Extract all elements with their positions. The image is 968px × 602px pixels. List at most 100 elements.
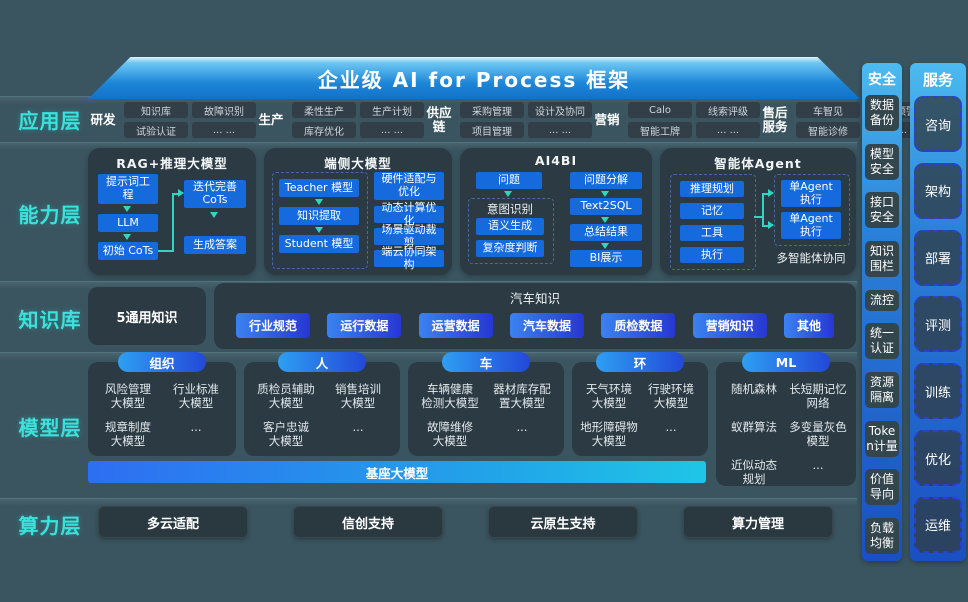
security-item: 价值导向: [865, 469, 899, 506]
base-model-bar: 基座大模型: [88, 461, 706, 483]
model-group-pill: 人: [278, 352, 366, 372]
security-item: 流控: [865, 289, 899, 311]
arrow-right-icon: [768, 221, 774, 229]
arrow-down-icon: [210, 212, 218, 218]
service-item: 评测: [914, 296, 962, 353]
connector-line: [762, 193, 764, 227]
model-item: 地形障碍物 大模型: [580, 419, 638, 449]
arrow-down-icon: [123, 234, 131, 240]
security-item: 接口安全: [865, 192, 899, 229]
rag-node-llm: LLM: [98, 214, 158, 232]
auto-knowledge-panel: 汽车知识 行业规范 运行数据 运营数据 汽车数据 质检数据 营销知识 其他: [214, 283, 856, 349]
app-group-marketing: 营销 Calo 线索评级 智能工牌 ... ...: [592, 102, 760, 138]
app-chip: 车智见: [796, 102, 860, 118]
ai4bi-node-complexity: 复杂度判断: [476, 240, 544, 257]
knowledge-layer-label: 知识库: [18, 308, 82, 332]
model-item: 行业标准 大模型: [173, 382, 219, 411]
edge-node-scene: 场景驱动裁剪: [374, 223, 444, 248]
model-item: 器材库存配 置大模型: [493, 382, 551, 411]
model-group-vehicle: 车 车辆健康 检测大模型 器材库存配 置大模型 故障维修 大模型 ...: [408, 352, 564, 457]
service-item: 优化: [914, 430, 962, 487]
app-group-name: 售后服务: [762, 104, 788, 134]
edge-node-dynamic: 动态计算优化: [374, 201, 444, 226]
security-item: 知识围栏: [865, 240, 899, 277]
rag-panel: RAG+推理大模型 提示词工程 LLM 初始 CoTs 迭代完善CoTs 生成答…: [88, 148, 256, 275]
model-group-pill: ML: [742, 352, 830, 372]
security-item: 模型安全: [865, 143, 899, 180]
app-chip: 智能工牌: [628, 122, 692, 138]
app-chip: ... ...: [696, 122, 760, 138]
auto-knowledge-title: 汽车知识: [509, 291, 560, 306]
security-rail-title: 安全: [868, 72, 896, 88]
arrow-right-icon: [768, 189, 774, 197]
edge-node-distill: 知识提取: [279, 207, 359, 225]
service-item: 训练: [914, 363, 962, 420]
security-item: 统一认证: [865, 323, 899, 360]
model-group-pill: 组织: [118, 352, 206, 372]
connector-line: [172, 193, 174, 252]
model-item-grid: 车辆健康 检测大模型 器材库存配 置大模型 故障维修 大模型 ...: [408, 362, 564, 457]
ai4bi-node-summary: 总结结果: [570, 224, 642, 241]
intent-dashed-box: [468, 198, 554, 264]
edge-node-hw: 硬件适配与优化: [374, 172, 444, 200]
app-chip: 柔性生产: [292, 102, 356, 118]
ai4bi-panel: AI4BI 问题 意图识别 语义生成 复杂度判断 问题分解 Text2SQL 总…: [460, 148, 652, 275]
app-chip: 采购管理: [460, 102, 524, 118]
arrow-down-icon: [315, 199, 323, 205]
security-item: 负载均衡: [865, 517, 899, 554]
model-group-organization: 组织 风险管理 大模型 行业标准 大模型 规章制度 大模型 ...: [88, 352, 236, 456]
capability-layer-label: 能力层: [18, 203, 82, 227]
model-item-grid: 天气环境 大模型 行驶环境 大模型 地形障碍物 大模型 ...: [572, 362, 708, 457]
ai4bi-panel-title: AI4BI: [534, 153, 578, 168]
rag-node-init-cots: 初始 CoTs: [98, 242, 158, 260]
app-chip: Calo: [628, 102, 692, 118]
model-item: 长短期记忆 网络: [789, 382, 847, 411]
security-item: Token计量: [865, 420, 899, 457]
app-chip: 库存优化: [292, 122, 356, 138]
model-group-ml: ML 随机森林 长短期记忆 网络 蚁群算法 多变量灰色 模型 近似动态 规划 .…: [716, 352, 856, 486]
model-item: 规章制度 大模型: [105, 419, 151, 449]
edge-model-panel: 端侧大模型 Teacher 模型 知识提取 Student 模型 硬件适配与优化…: [264, 148, 452, 275]
arrow-down-icon: [123, 206, 131, 212]
knowledge-pill: 其他: [783, 313, 834, 338]
compute-item-management: 算力管理: [683, 506, 833, 538]
arrow-down-icon: [601, 191, 609, 197]
arrow-down-icon: [315, 227, 323, 233]
app-group-name: 供应链: [426, 104, 452, 134]
model-item: ...: [352, 419, 364, 434]
model-item: 蚁群算法: [731, 419, 777, 434]
agent-caption: 多智能体协同: [776, 251, 846, 265]
agent-node-memory: 记忆: [680, 203, 744, 219]
app-chip: 设计及协同: [528, 102, 592, 118]
service-item: 运维: [914, 496, 962, 553]
app-chip-grid: 柔性生产 生产计划 库存优化 ... ...: [292, 102, 424, 138]
app-group-name: 营销: [594, 111, 620, 127]
security-item: 数据备份: [865, 95, 899, 131]
ai4bi-node-semantic: 语义生成: [476, 218, 544, 235]
edge-node-cloud: 端云协同架构: [374, 245, 444, 270]
app-chip: 故障识别: [192, 102, 256, 118]
arrow-down-icon: [601, 243, 609, 249]
ai4bi-node-bi: BI展示: [570, 250, 642, 267]
rag-node-iter-cots: 迭代完善CoTs: [184, 180, 246, 208]
model-item: ...: [190, 419, 202, 434]
app-group-name: 研发: [90, 111, 116, 127]
app-chip: 线索评级: [696, 102, 760, 118]
model-item: 车辆健康 检测大模型: [421, 382, 479, 411]
agent-node-single-1: 单Agent执行: [781, 180, 841, 207]
model-item: 质检员辅助 大模型: [257, 382, 315, 411]
app-chip: ... ...: [360, 122, 424, 138]
connector-line: [174, 193, 179, 195]
model-item: 行驶环境 大模型: [648, 382, 694, 411]
app-chip: ... ...: [528, 122, 592, 138]
knowledge-pill: 行业规范: [236, 313, 311, 338]
model-item: 销售培训 大模型: [335, 382, 381, 411]
rag-node-answer: 生成答案: [184, 236, 246, 254]
ai4bi-node-question: 问题: [476, 172, 542, 189]
connector-line: [764, 225, 769, 227]
intent-label: 意图识别: [487, 202, 533, 216]
app-group-supply-chain: 供应链 采购管理 设计及协同 项目管理 ... ...: [424, 102, 592, 138]
edge-flow-dashed-box: [272, 172, 368, 269]
app-chip: ... ...: [192, 122, 256, 138]
